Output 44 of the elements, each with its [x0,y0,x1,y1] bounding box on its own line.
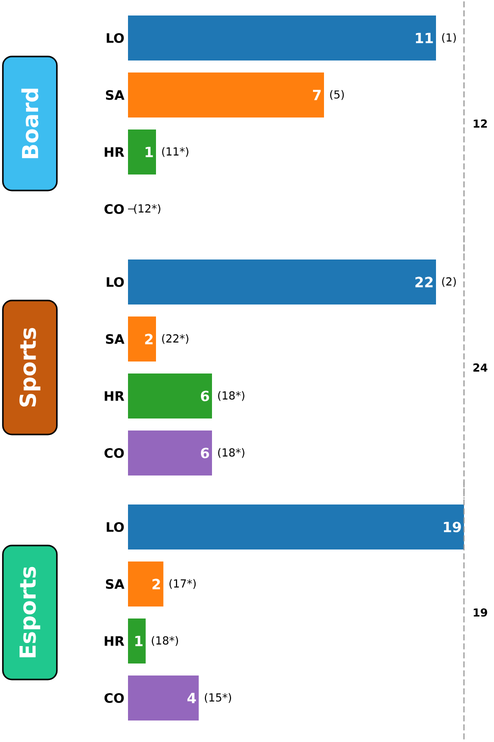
y-tick-label: HR [104,391,124,401]
annotation: (18*) [152,636,178,646]
annotation: (12*) [134,204,160,214]
data-label: 2 [145,334,153,344]
annotation: (22*) [162,334,188,344]
ref-line-label: 12 [474,119,487,128]
annotation: (5) [330,90,344,100]
y-tick-label: CO [104,448,124,458]
text: Sports [19,328,40,406]
annotation: (1) [442,33,456,43]
text: Esports [20,566,40,658]
annotation: (17*) [170,579,196,589]
annotation: (15*) [204,693,232,703]
data-label: 1 [135,636,143,646]
annotation: (2) [442,277,456,287]
ref-line-label: 24 [473,363,488,372]
data-label: 19 [444,522,461,532]
annotation: (18*) [218,391,244,401]
data-label: 6 [200,448,210,458]
y-tick-label: CO [104,204,124,214]
text: Board [21,88,38,158]
y-tick-label: HR [104,147,124,157]
data-label: 6 [200,390,210,402]
data-label: 11 [416,32,433,44]
bar [128,675,199,720]
data-label: 7 [312,90,321,100]
y-tick-label: LO [106,277,124,287]
y-tick-label: CO [104,693,124,703]
y-tick-label: LO [106,33,124,43]
y-tick-label: SA [106,579,124,589]
ref-line-label: 19 [474,608,488,617]
y-tick-label: SA [106,90,124,100]
annotation: (11*) [162,147,188,157]
data-label: 22 [415,276,433,288]
data-label: 4 [187,692,196,704]
bar [128,562,164,606]
annotation: (18*) [218,448,244,458]
bar [128,504,464,550]
y-tick-label: HR [104,636,124,646]
data-label: 2 [152,578,160,590]
y-tick-label: LO [106,522,124,532]
bar [128,618,146,664]
y-tick-label: SA [106,334,124,344]
data-label: 1 [146,146,153,158]
